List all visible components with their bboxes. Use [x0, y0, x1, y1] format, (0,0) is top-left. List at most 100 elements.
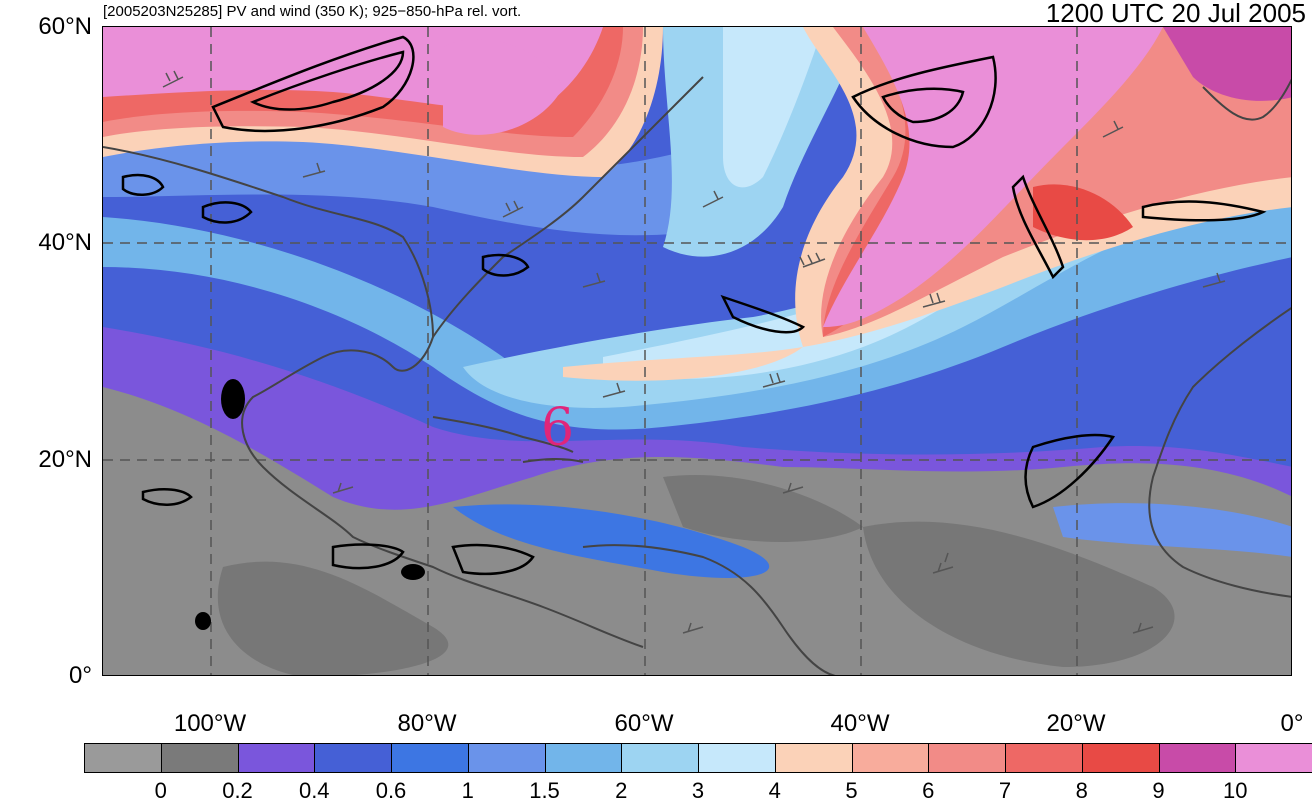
vorticity-contours — [121, 35, 1267, 576]
colorbar-label: 6 — [922, 778, 935, 803]
dark-gray-pv-patch — [663, 475, 863, 542]
colorbar-swatch — [160, 743, 239, 773]
plot-title-right: 1200 UTC 20 Jul 2005 — [1045, 0, 1306, 28]
vorticity-contour — [481, 253, 530, 277]
vorticity-contour — [1024, 433, 1116, 509]
colorbar-label: 8 — [1075, 778, 1088, 803]
wind-barb — [162, 70, 184, 88]
colorbar-label: 1.5 — [529, 778, 560, 803]
vorticity-contour — [451, 543, 535, 576]
lat-label-60n: 60°N — [38, 13, 92, 40]
wind-barb — [1202, 272, 1226, 288]
wind-barb — [702, 190, 724, 208]
lon-label-20w: 20°W — [1046, 710, 1106, 737]
wind-barb — [782, 482, 804, 494]
wind-barb — [922, 292, 946, 308]
peach-pv-filament — [563, 347, 803, 381]
streamer-magenta — [1163, 27, 1291, 101]
wind-barb — [932, 552, 954, 574]
south-america-coast — [582, 544, 836, 675]
vorticity-contour — [1141, 200, 1267, 222]
coastlines — [103, 76, 1291, 675]
dark-gray-pv-patch — [217, 561, 449, 675]
wind-barb — [332, 482, 354, 494]
vorticity-contour — [121, 173, 165, 196]
colorbar — [84, 743, 1312, 773]
colorbar-swatch — [621, 743, 699, 773]
vorticity-contour — [249, 50, 405, 111]
plot-title-left: [2005203N25285] PV and wind (350 K); 925… — [103, 3, 522, 20]
lat-label-0: 0° — [69, 662, 92, 689]
lat-label-20n: 20°N — [38, 446, 92, 473]
colorbar-swatch — [928, 743, 1006, 773]
dark-gray-pv-patch — [863, 521, 1175, 667]
map-panel: 6 — [102, 26, 1292, 676]
colorbar-swatch — [391, 743, 469, 773]
north-america-coast — [103, 146, 644, 648]
streamer-magenta — [823, 27, 1163, 327]
wind-barb — [582, 272, 606, 288]
wind-barb — [302, 162, 326, 178]
colorbar-swatch — [237, 743, 316, 773]
wind-barb — [502, 200, 524, 218]
lon-label-0: 0° — [1280, 710, 1304, 737]
wind-barb — [1132, 622, 1154, 634]
vorticity-core — [195, 612, 211, 630]
colorbar-label: 0.4 — [298, 778, 330, 803]
lon-label-100w: 100°W — [173, 710, 247, 737]
colorbar-swatch — [1158, 743, 1237, 773]
atlantic-palest-blue — [723, 27, 823, 188]
colorbar-label: 5 — [845, 778, 858, 803]
lon-label-80w: 80°W — [397, 710, 457, 737]
wind-barb — [1102, 120, 1124, 138]
colorbar-swatch — [544, 743, 623, 773]
colorbar-swatch — [467, 743, 546, 773]
colorbar-label: 2 — [615, 778, 628, 803]
vorticity-filled-cores — [195, 379, 425, 630]
vorticity-contour — [881, 87, 965, 124]
tropical-storm-marker: 6 — [541, 398, 574, 458]
vorticity-contour — [851, 55, 997, 149]
colorbar-swatch — [84, 743, 162, 773]
vorticity-contour — [211, 35, 415, 133]
colorbar-label: 10 — [1223, 778, 1248, 803]
colorbar-label: 4 — [768, 778, 781, 803]
northern-blue-band — [103, 126, 723, 236]
pv-filament — [1053, 503, 1291, 557]
atlantic-canada-coast — [432, 76, 704, 338]
colorbar-label: 0.6 — [375, 778, 407, 803]
africa-coast — [1148, 307, 1291, 598]
vorticity-contour — [201, 201, 253, 224]
colorbar-swatch — [1235, 743, 1312, 773]
colorbar-swatch — [1081, 743, 1160, 773]
colorbar-swatch — [1005, 743, 1083, 773]
colorbar-label: 3 — [691, 778, 705, 803]
colorbar-swatch — [774, 743, 853, 773]
lon-label-40w: 40°W — [830, 710, 890, 737]
europe-coast — [1202, 78, 1291, 121]
colorbar-label: 7 — [998, 778, 1012, 803]
pv-field-map: 6 — [103, 27, 1291, 675]
vorticity-contour — [1011, 174, 1065, 280]
wind-barb — [682, 622, 704, 634]
colorbar-label: 0.2 — [222, 778, 253, 803]
wind-barbs — [162, 70, 1226, 634]
colorbar-label: 1 — [461, 778, 474, 803]
hispaniola-coast — [522, 458, 584, 463]
colorbar-label: 0 — [154, 778, 167, 803]
pv-filament — [453, 504, 770, 578]
colorbar-swatch — [314, 743, 392, 773]
colorbar-swatch — [698, 743, 776, 773]
lon-label-60w: 60°W — [614, 710, 674, 737]
vorticity-contour — [331, 543, 405, 570]
vorticity-core — [401, 564, 425, 580]
vorticity-contour — [720, 294, 806, 334]
cuba-coast — [432, 416, 574, 453]
lat-label-40n: 40°N — [38, 229, 92, 256]
vorticity-core — [221, 379, 245, 419]
wind-barb — [762, 372, 786, 388]
wind-barb — [602, 382, 626, 398]
colorbar-label: 9 — [1152, 778, 1165, 803]
wind-barb — [799, 252, 826, 268]
vorticity-contour — [141, 488, 193, 506]
